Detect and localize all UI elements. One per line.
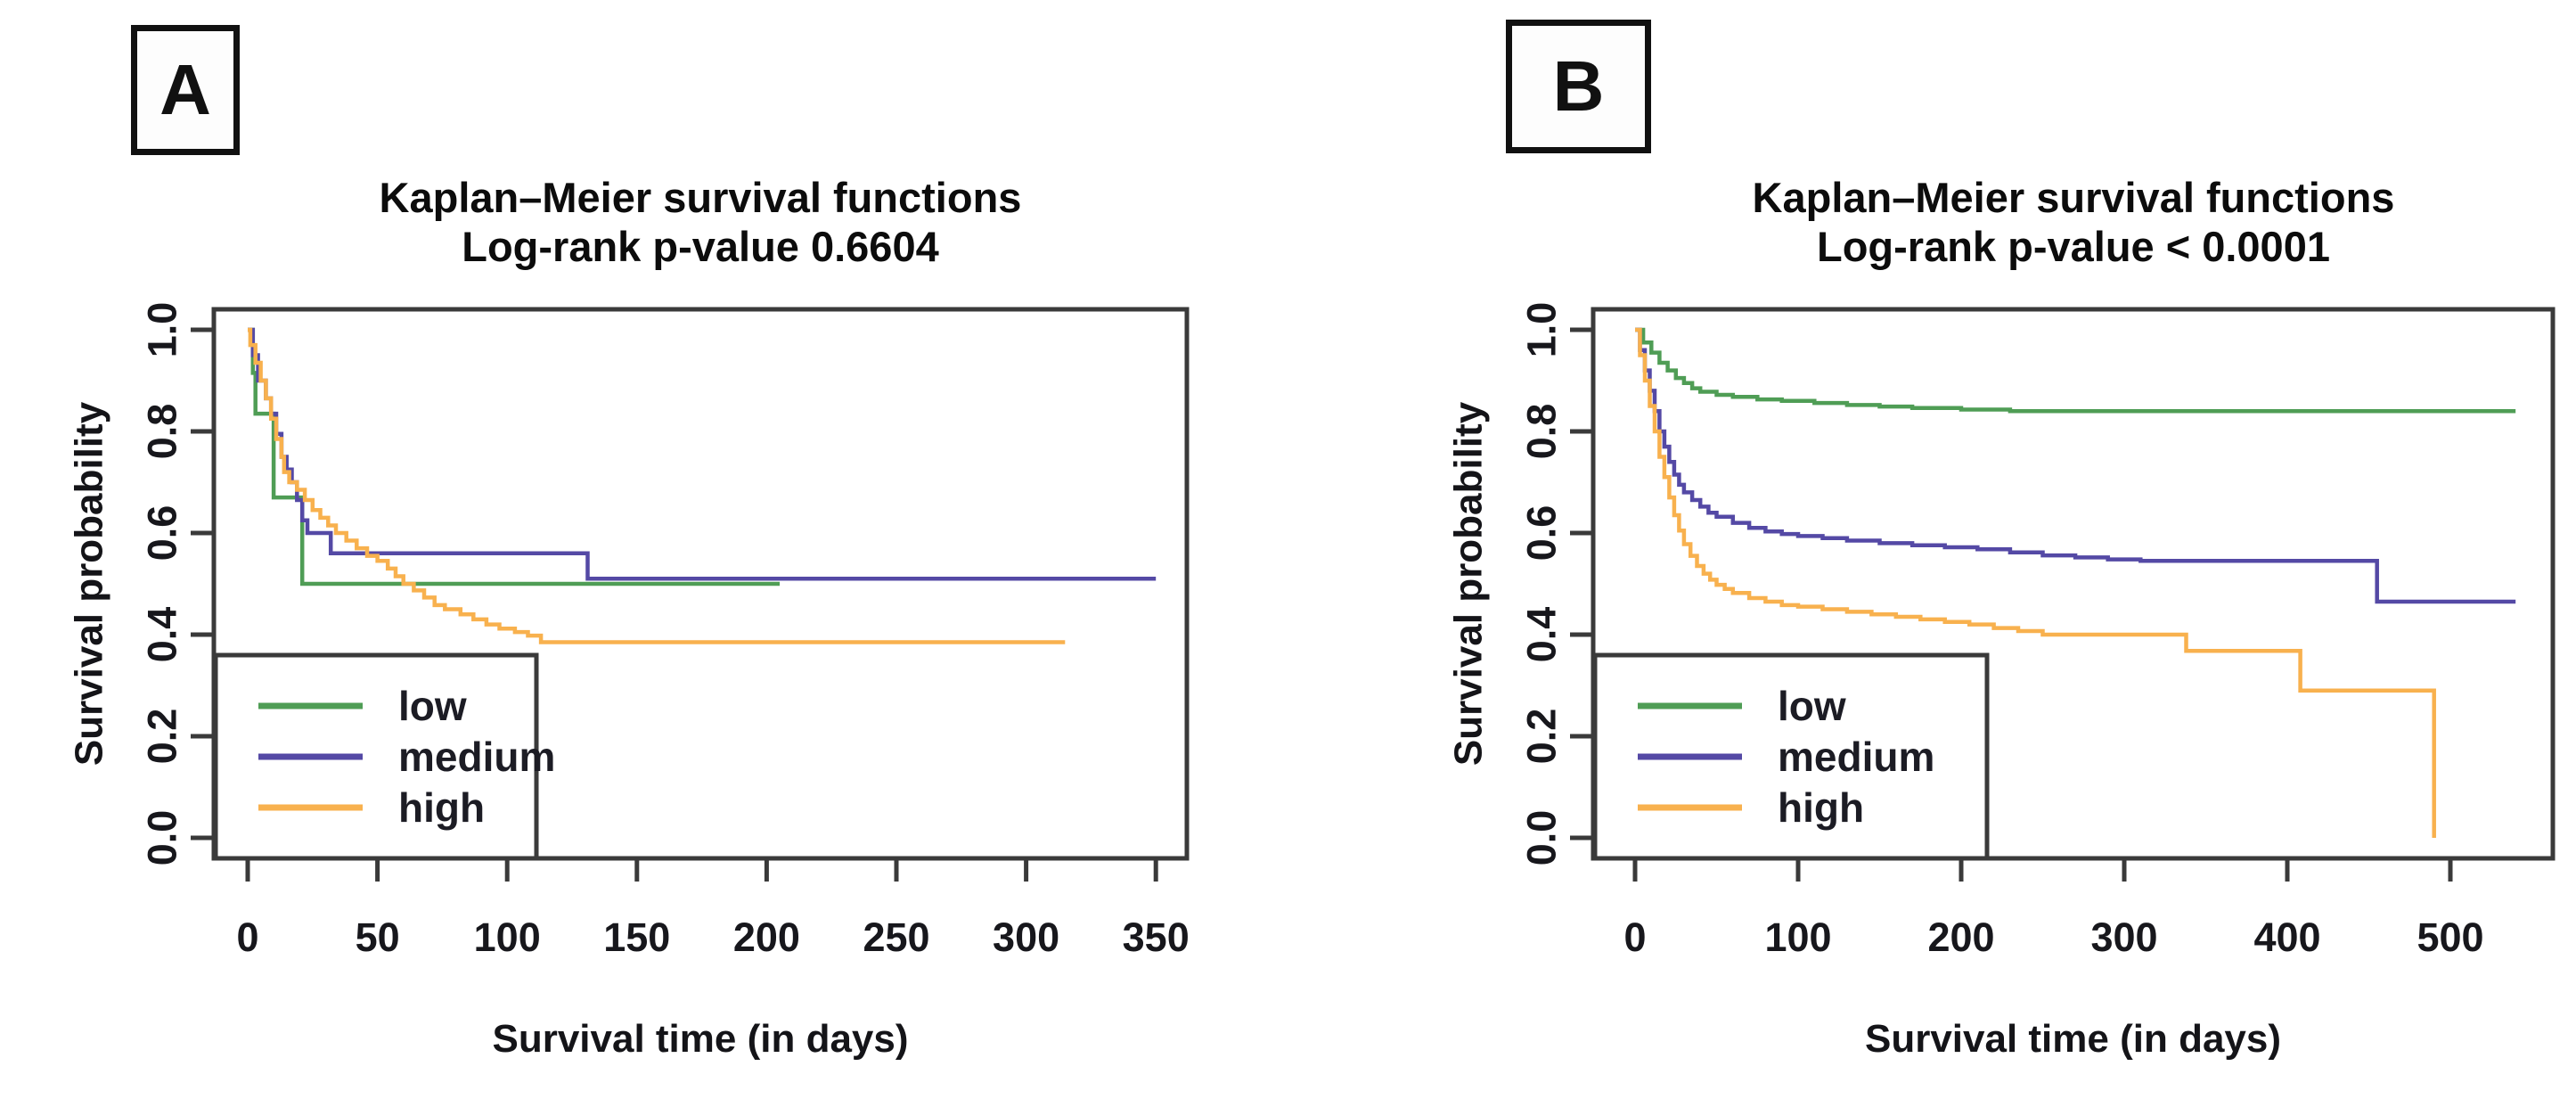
x-tick-label: 200 [733, 914, 800, 960]
km-curve-medium [1635, 327, 2516, 604]
x-tick-label: 100 [474, 914, 541, 960]
y-tick-label: 0.4 [1519, 607, 1565, 663]
x-tick-label: 500 [2417, 914, 2483, 960]
y-tick-label: 0.8 [1519, 404, 1565, 460]
legend-label-low: low [1778, 683, 1846, 729]
km-curve-high [1635, 327, 2436, 838]
x-tick-label: 350 [1123, 914, 1190, 960]
legend-label-low: low [398, 683, 467, 729]
panel-a-title: Kaplan–Meier survival functions Log-rank… [201, 173, 1199, 272]
panel-a-plot: 0 50 100 150 200 250 300 350 0.0 0.2 0.4 0.6 0.8 1.0 S… [68, 302, 1190, 1061]
x-tick-label: 0 [236, 914, 258, 960]
x-tick-label: 300 [993, 914, 1059, 960]
plot-box [1591, 307, 2556, 861]
x-tick-label: 150 [603, 914, 670, 960]
panel-b: B Kaplan–Meier survival functions Log-ra… [1288, 0, 2576, 1099]
y-axis-title: Survival probability [1447, 401, 1491, 766]
y-tick-label: 0.6 [1519, 505, 1565, 562]
x-tick-label: 50 [356, 914, 400, 960]
panel-a-label-box: A [131, 25, 240, 155]
panel-a-title-line1: Kaplan–Meier survival functions [379, 174, 1022, 221]
panel-a-label: A [159, 50, 211, 129]
panel-b-title: Kaplan–Meier survival functions Log-rank… [1574, 173, 2572, 272]
x-tick-label: 400 [2253, 914, 2320, 960]
plot-box [211, 307, 1190, 861]
legend-label-medium: medium [1778, 734, 1934, 780]
panel-b-title-line2: Log-rank p-value < 0.0001 [1817, 223, 2330, 271]
km-curve-low [248, 327, 780, 586]
panel-a: A Kaplan–Meier survival functions Log-ra… [68, 25, 1199, 1061]
x-tick-label: 300 [2090, 914, 2157, 960]
x-tick-label: 200 [1927, 914, 1994, 960]
y-tick-label: 0.6 [140, 505, 185, 562]
x-tick-label: 0 [1623, 914, 1646, 960]
legend-label-high: high [398, 784, 485, 831]
panel-b-label: B [1552, 46, 1605, 126]
km-curve-medium [248, 327, 1157, 581]
x-axis-title: Survival time (in days) [492, 1017, 908, 1061]
panel-b-plot: 0 100 200 300 400 500 0.0 0.2 0.4 0.6 0.8 1.0 Surviv… [1447, 302, 2556, 1061]
y-axis-title: Survival probability [68, 401, 111, 766]
y-tick-label: 0.4 [140, 607, 185, 663]
y-tick-label: 1.0 [1519, 302, 1565, 358]
km-curve-low [1635, 327, 2516, 414]
panel-b-title-line1: Kaplan–Meier survival functions [1752, 174, 2395, 221]
x-tick-label: 100 [1764, 914, 1831, 960]
y-tick-label: 0.8 [140, 404, 185, 460]
y-tick-label: 0.2 [1519, 709, 1565, 765]
km-curve-high [248, 327, 1066, 644]
panel-b-label-box: B [1506, 20, 1651, 153]
legend-label-high: high [1778, 784, 1864, 831]
y-tick-label: 0.0 [140, 810, 185, 866]
x-axis-title: Survival time (in days) [1865, 1017, 2281, 1061]
panel-a-title-line2: Log-rank p-value 0.6604 [462, 223, 939, 271]
y-tick-label: 1.0 [140, 302, 185, 358]
legend-label-medium: medium [398, 734, 555, 780]
y-tick-label: 0.0 [1519, 810, 1565, 866]
y-tick-label: 0.2 [140, 709, 185, 765]
x-tick-label: 250 [863, 914, 929, 960]
